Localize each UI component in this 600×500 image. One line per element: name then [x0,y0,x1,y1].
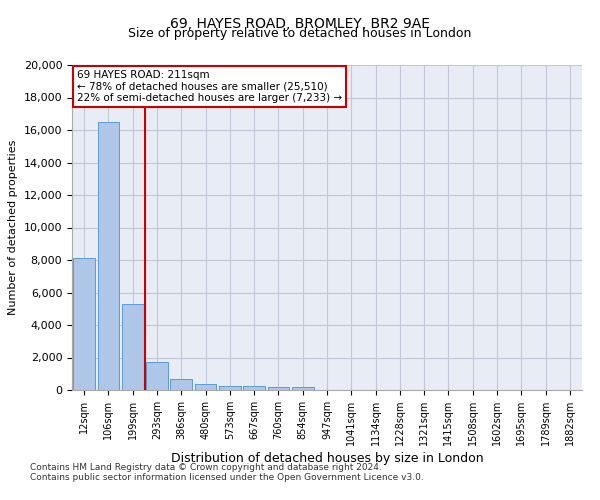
Bar [122,304,143,390]
Bar [97,122,119,390]
Bar [194,384,217,390]
Y-axis label: Number of detached properties: Number of detached properties [8,140,18,315]
Text: Contains HM Land Registry data © Crown copyright and database right 2024.: Contains HM Land Registry data © Crown c… [30,464,382,472]
Bar [243,386,265,390]
X-axis label: Distribution of detached houses by size in London: Distribution of detached houses by size … [170,452,484,465]
Bar [219,386,241,390]
Bar [170,378,192,390]
Text: 69, HAYES ROAD, BROMLEY, BR2 9AE: 69, HAYES ROAD, BROMLEY, BR2 9AE [170,18,430,32]
Bar [146,362,168,390]
Bar [73,258,95,390]
Text: 69 HAYES ROAD: 211sqm
← 78% of detached houses are smaller (25,510)
22% of semi-: 69 HAYES ROAD: 211sqm ← 78% of detached … [77,70,342,103]
Text: Size of property relative to detached houses in London: Size of property relative to detached ho… [128,28,472,40]
Bar [268,387,289,390]
Bar [292,388,314,390]
Text: Contains public sector information licensed under the Open Government Licence v3: Contains public sector information licen… [30,474,424,482]
